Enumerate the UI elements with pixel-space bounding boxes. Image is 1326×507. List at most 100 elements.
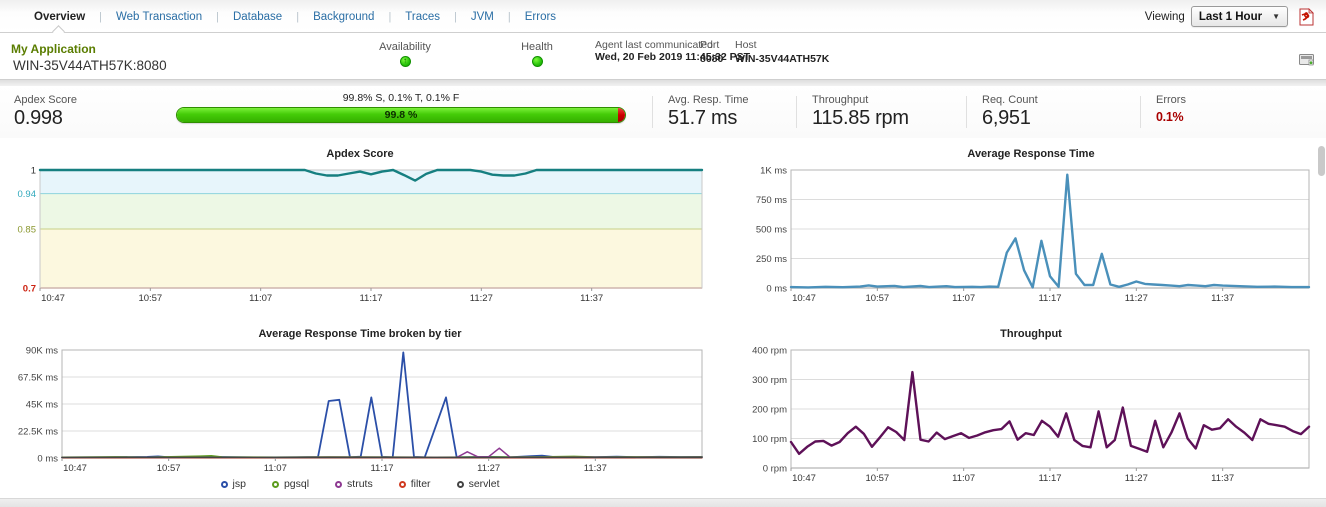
svg-text:500 ms: 500 ms xyxy=(756,225,787,236)
metric-errors: Errors 0.1% xyxy=(1156,94,1186,124)
tab-overview[interactable]: Overview xyxy=(34,11,85,38)
tab-jvm[interactable]: JVM xyxy=(470,10,494,23)
svg-text:10:47: 10:47 xyxy=(63,463,87,474)
pdf-export-icon[interactable] xyxy=(1298,8,1315,26)
bottom-strip xyxy=(0,498,1326,507)
legend-item-jsp[interactable]: jsp xyxy=(220,478,246,490)
chart-throughput[interactable]: Throughput 0 rpm 100 rpm 200 rpm 300 rpm 400… xyxy=(745,328,1317,484)
tab-separator: | xyxy=(507,10,511,23)
svg-text:0.85: 0.85 xyxy=(18,225,37,236)
apdex-bar-satisfied xyxy=(177,108,619,122)
legend-item-struts[interactable]: struts xyxy=(335,478,373,490)
apdex-distribution: 99.8% S, 0.1% T, 0.1% F 99.8 % xyxy=(176,92,626,123)
app-name: My Application xyxy=(11,42,96,56)
tab-web-transaction[interactable]: Web Transaction xyxy=(116,10,203,23)
legend-item-filter[interactable]: filter xyxy=(398,478,431,490)
legend-marker-icon xyxy=(398,480,406,488)
tab-separator: | xyxy=(388,10,392,23)
tab-background[interactable]: Background xyxy=(313,10,375,23)
svg-text:250 ms: 250 ms xyxy=(756,254,787,265)
tab-database[interactable]: Database xyxy=(232,10,283,23)
legend-label: jsp xyxy=(232,478,246,490)
svg-text:1: 1 xyxy=(31,166,36,177)
svg-text:11:07: 11:07 xyxy=(952,473,975,484)
legend-item-pgsql[interactable]: pgsql xyxy=(271,478,310,490)
nav-tabs: Overview | Web Transaction | Database | Backgr… xyxy=(34,0,557,38)
scrollbar-thumb[interactable] xyxy=(1318,146,1325,176)
time-range-dropdown[interactable]: Last 1 Hour ▼ xyxy=(1190,6,1288,27)
apdex-label: Apdex Score xyxy=(14,94,77,106)
chevron-down-icon: ▼ xyxy=(1272,12,1280,21)
tab-separator: | xyxy=(216,10,219,23)
tab-errors[interactable]: Errors xyxy=(524,10,557,23)
metric-separator xyxy=(652,96,653,128)
agent-monitor-icon[interactable] xyxy=(1299,54,1314,66)
svg-text:22.5K ms: 22.5K ms xyxy=(18,427,58,438)
legend-marker-icon xyxy=(271,480,279,488)
svg-text:11:27: 11:27 xyxy=(1125,473,1148,484)
chart-title: Average Response Time xyxy=(967,148,1095,160)
response-time-by-tier-plot[interactable]: 0 ms 22.5K ms 45K ms 67.5K ms 90K ms 10:47 10:… xyxy=(10,344,710,474)
health-ok-icon xyxy=(531,56,543,67)
legend-marker-icon xyxy=(456,480,464,488)
apdex-value: 0.998 xyxy=(14,107,63,129)
apdex-bar[interactable]: 99.8 % xyxy=(176,107,626,123)
average-response-time-plot[interactable]: 0 ms 250 ms 500 ms 750 ms 1K ms 10:47 10:57 11:… xyxy=(745,164,1317,304)
apdex-bar-frustrated xyxy=(618,108,625,122)
svg-text:67.5K ms: 67.5K ms xyxy=(18,373,58,384)
throughput-label: Throughput xyxy=(812,94,869,106)
svg-text:10:57: 10:57 xyxy=(865,473,889,484)
agent-last-communicated: Agent last communicated Wed, 20 Feb 2019… xyxy=(595,39,763,64)
throughput-value: 115.85 rpm xyxy=(812,107,909,129)
throughput-plot[interactable]: 0 rpm 100 rpm 200 rpm 300 rpm 400 rpm 10:47 10… xyxy=(745,344,1317,484)
port-block: Port 8080 xyxy=(700,39,723,65)
chart-average-response-time[interactable]: Average Response Time 0 ms 250 ms 500 ms 75… xyxy=(745,148,1317,304)
chart-apdex-score[interactable]: Apdex Score 1 0.94 0.85 0.7 10:47 10:57 11:07 1… xyxy=(10,148,710,304)
app-instance[interactable]: WIN-35V44ATH57K:8080 xyxy=(13,58,167,73)
svg-text:11:37: 11:37 xyxy=(580,293,603,304)
svg-text:11:07: 11:07 xyxy=(952,293,975,304)
svg-text:11:37: 11:37 xyxy=(584,463,607,474)
svg-text:11:27: 11:27 xyxy=(470,293,493,304)
apdex-score-plot[interactable]: 1 0.94 0.85 0.7 10:47 10:57 11:07 11:17 11:27 11:… xyxy=(10,164,710,304)
avg-resp-value: 51.7 ms xyxy=(668,107,738,129)
agent-value: Wed, 20 Feb 2019 11:45:32 PST xyxy=(595,51,751,63)
viewing-controls: Viewing Last 1 Hour ▼ xyxy=(1145,6,1288,27)
svg-text:45K ms: 45K ms xyxy=(26,400,58,411)
metric-req-count: Req. Count 6,951 xyxy=(982,94,1038,130)
legend-item-servlet[interactable]: servlet xyxy=(456,478,500,490)
svg-text:10:57: 10:57 xyxy=(138,293,162,304)
svg-text:100 rpm: 100 rpm xyxy=(752,434,787,445)
svg-text:10:47: 10:47 xyxy=(41,293,65,304)
svg-text:90K ms: 90K ms xyxy=(26,346,58,357)
svg-text:11:17: 11:17 xyxy=(1038,473,1061,484)
avg-resp-label: Avg. Resp. Time xyxy=(668,94,749,106)
section-divider xyxy=(0,79,1326,86)
health-label: Health xyxy=(521,41,553,53)
svg-text:200 rpm: 200 rpm xyxy=(752,405,787,416)
tier-legend: jsp pgsql struts filter servlet xyxy=(10,478,710,490)
svg-text:400 rpm: 400 rpm xyxy=(752,346,787,357)
chart-title: Throughput xyxy=(1000,328,1062,340)
legend-label: pgsql xyxy=(283,478,310,490)
svg-text:11:37: 11:37 xyxy=(1211,293,1234,304)
legend-marker-icon xyxy=(220,480,228,488)
host-label: Host xyxy=(735,39,757,51)
svg-text:11:07: 11:07 xyxy=(264,463,287,474)
app-info-row: My Application WIN-35V44ATH57K:8080 Avai… xyxy=(0,34,1326,79)
svg-text:11:17: 11:17 xyxy=(1038,293,1061,304)
tab-traces[interactable]: Traces xyxy=(405,10,441,23)
svg-text:11:27: 11:27 xyxy=(1125,293,1148,304)
svg-text:300 rpm: 300 rpm xyxy=(752,375,787,386)
chart-title: Average Response Time broken by tier xyxy=(258,328,462,340)
time-range-value: Last 1 Hour xyxy=(1198,10,1263,23)
svg-text:11:17: 11:17 xyxy=(359,293,382,304)
metric-throughput: Throughput 115.85 rpm xyxy=(812,94,909,130)
metric-separator xyxy=(966,96,967,128)
svg-text:0 rpm: 0 rpm xyxy=(763,464,787,475)
chart-response-time-by-tier[interactable]: Average Response Time broken by tier 0 m… xyxy=(10,328,710,490)
port-value: 8080 xyxy=(700,53,724,65)
svg-text:0.94: 0.94 xyxy=(18,189,37,200)
errors-value: 0.1% xyxy=(1156,110,1184,124)
svg-text:10:57: 10:57 xyxy=(865,293,889,304)
